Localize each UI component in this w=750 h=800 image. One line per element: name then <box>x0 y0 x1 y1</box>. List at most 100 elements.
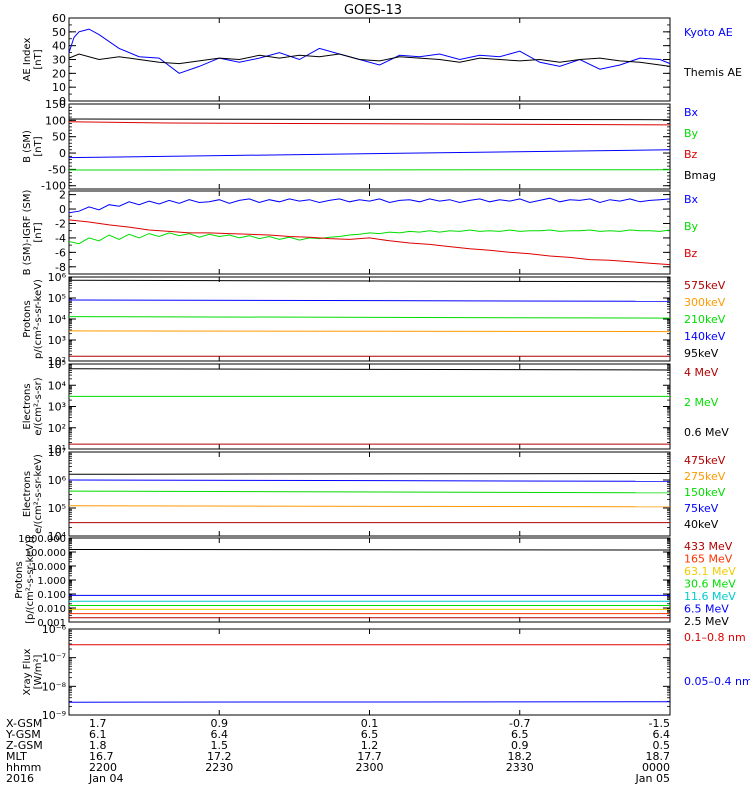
x-tick-value: 1.5 <box>211 739 229 752</box>
y-tick-label: 10⁵ <box>48 292 66 305</box>
x-tick-value: 0.9 <box>211 717 229 730</box>
y-tick-label: 100.000 <box>25 548 66 559</box>
panel-protons1: 10² 10³ 10⁴ 10⁵ 10⁶ Protons p/(cm²-s-sr-keV) 57… <box>22 271 726 368</box>
x-tick-value: 2230 <box>205 761 233 774</box>
y-tick-label: 40 <box>52 40 66 53</box>
legend-4-mev: 4 MeV <box>684 366 719 379</box>
x-row-label: Z-GSM <box>6 739 43 752</box>
x-tick-value: 2300 <box>356 761 384 774</box>
y-tick-label: -50 <box>48 163 66 176</box>
y-axis-label: B (SM)-IGRF (SM) <box>22 190 33 276</box>
x-tick-value: 6.4 <box>211 728 229 741</box>
y-tick-label: 60 <box>52 12 66 25</box>
y-tick-label: 10⁵ <box>48 358 66 371</box>
y-axis-label: B (SM) <box>22 130 33 163</box>
x-tick-value: 17.2 <box>207 750 232 763</box>
x-row-label: X-GSM <box>6 717 42 730</box>
x-row-label: 2016 <box>6 772 34 785</box>
y-tick-label: -6 <box>55 246 66 259</box>
y-tick-label: 10² <box>48 422 66 435</box>
x-tick-value: 0.1 <box>361 717 379 730</box>
legend-by: By <box>684 127 699 140</box>
legend-0-05-0-4-nm: 0.05–0.4 nm <box>684 675 750 688</box>
x-tick-value: 1.8 <box>89 739 107 752</box>
panel-electrons1: 10¹ 10² 10³ 10⁴ 10⁵ Electrons e/(cm²-s-sr) 4 Me… <box>22 358 729 456</box>
y-axis-label: Xray Flux <box>22 648 33 695</box>
chart-title: GOES-13 <box>344 3 402 18</box>
legend-475kev: 475keV <box>684 454 726 467</box>
y-tick-label: -100 <box>41 180 66 193</box>
panel-frame <box>68 103 671 190</box>
x-tick-value: 0.9 <box>511 739 529 752</box>
panel-frame <box>68 363 671 450</box>
legend-433-mev: 433 MeV <box>684 540 733 553</box>
series-line-95kev <box>68 279 671 283</box>
y-tick-label: 0.010 <box>37 604 66 615</box>
legend-6-5-mev: 6.5 MeV <box>684 603 729 616</box>
y-tick-label: 0 <box>59 95 66 108</box>
x-tick-value: -0.7 <box>509 717 530 730</box>
legend-150kev: 150keV <box>684 486 726 499</box>
x-tick-value: 6.5 <box>511 728 529 741</box>
x-tick-value: 2200 <box>89 761 117 774</box>
legend-bx: Bx <box>684 193 699 206</box>
y-tick-label: 0 <box>59 147 66 160</box>
series-line-210kev <box>68 316 671 319</box>
legend-11-6-mev: 11.6 MeV <box>684 590 736 603</box>
y-axis-label: [nT] <box>33 222 44 242</box>
series-line-275kev <box>68 505 671 508</box>
legend-40kev: 40keV <box>684 518 719 531</box>
y-tick-label: 10⁻⁸ <box>42 680 67 693</box>
panel-electrons2: 10⁴ 10⁵ 10⁶ 10⁷ Electrons e/(cm²-s-sr-keV) 475… <box>22 446 726 543</box>
legend-95kev: 95keV <box>684 347 719 360</box>
legend-bz: Bz <box>684 247 698 260</box>
x-tick-value: 6.4 <box>653 728 671 741</box>
series-line-bz <box>68 121 671 126</box>
legend-575kev: 575keV <box>684 279 726 292</box>
series-line-themis-ae <box>68 53 671 67</box>
series-line-150kev <box>68 490 671 494</box>
legend-kyoto-ae: Kyoto AE <box>684 26 733 39</box>
series-line-2-5-mev <box>68 549 671 551</box>
series-line-by <box>68 229 671 245</box>
y-axis-label: Electrons <box>22 383 33 429</box>
x-tick-value: 16.7 <box>89 750 114 763</box>
x-tick-value: Jan 04 <box>88 772 123 785</box>
y-tick-label: 10 <box>52 81 66 94</box>
y-tick-label: 20 <box>52 67 66 80</box>
y-tick-label: 10³ <box>48 334 66 347</box>
x-tick-value: 0000 <box>642 761 670 774</box>
x-tick-value: -1.5 <box>649 717 670 730</box>
y-tick-label: 10⁴ <box>48 379 67 392</box>
y-tick-label: 10⁻⁹ <box>42 709 66 722</box>
y-tick-label: 10⁻⁷ <box>42 652 66 665</box>
y-tick-label: 0 <box>59 203 66 216</box>
panel-xray: 10⁻⁹ 10⁻⁸ 10⁻⁷ 10⁻⁶ Xray Flux [W/m²] 0.1–0.8 n… <box>22 623 750 722</box>
y-tick-label: 10⁴ <box>48 313 67 326</box>
series-line-bmag <box>68 118 671 121</box>
legend-30-6-mev: 30.6 MeV <box>684 578 736 591</box>
legend-210kev: 210keV <box>684 313 726 326</box>
panel-protons2: 0.001 0.010 0.100 1.000 10.000 100.000 1000.00… <box>14 534 736 629</box>
y-axis-label: [W/m²] <box>33 654 44 689</box>
y-tick-label: 10⁴ <box>48 530 67 543</box>
panel-bsm: -100 -50 0 50 100 150 B (SM) [nT] Bx By Bz Bmag <box>22 98 716 193</box>
y-axis-label: AE Index <box>22 37 33 81</box>
x-tick-value: 17.7 <box>357 750 382 763</box>
legend-0-6-mev: 0.6 MeV <box>684 426 729 439</box>
panel-bigrf: -8 -6-4 -202 B (SM)-IGRF (SM) [nT] Bx By Bz <box>22 189 699 276</box>
legend-by: By <box>684 220 699 233</box>
y-tick-label: 30 <box>52 54 66 67</box>
y-tick-label: 10³ <box>48 401 66 414</box>
series-line-40kev <box>68 473 671 475</box>
x-tick-value: 0.5 <box>653 739 671 752</box>
series-line-0-05-0-4-nm <box>68 701 671 703</box>
y-tick-label: 0.100 <box>37 590 66 601</box>
legend-165-mev: 165 MeV <box>684 553 733 566</box>
legend-63-1-mev: 63.1 MeV <box>684 565 736 578</box>
x-tick-value: 1.2 <box>361 739 379 752</box>
legend-300kev: 300keV <box>684 296 726 309</box>
